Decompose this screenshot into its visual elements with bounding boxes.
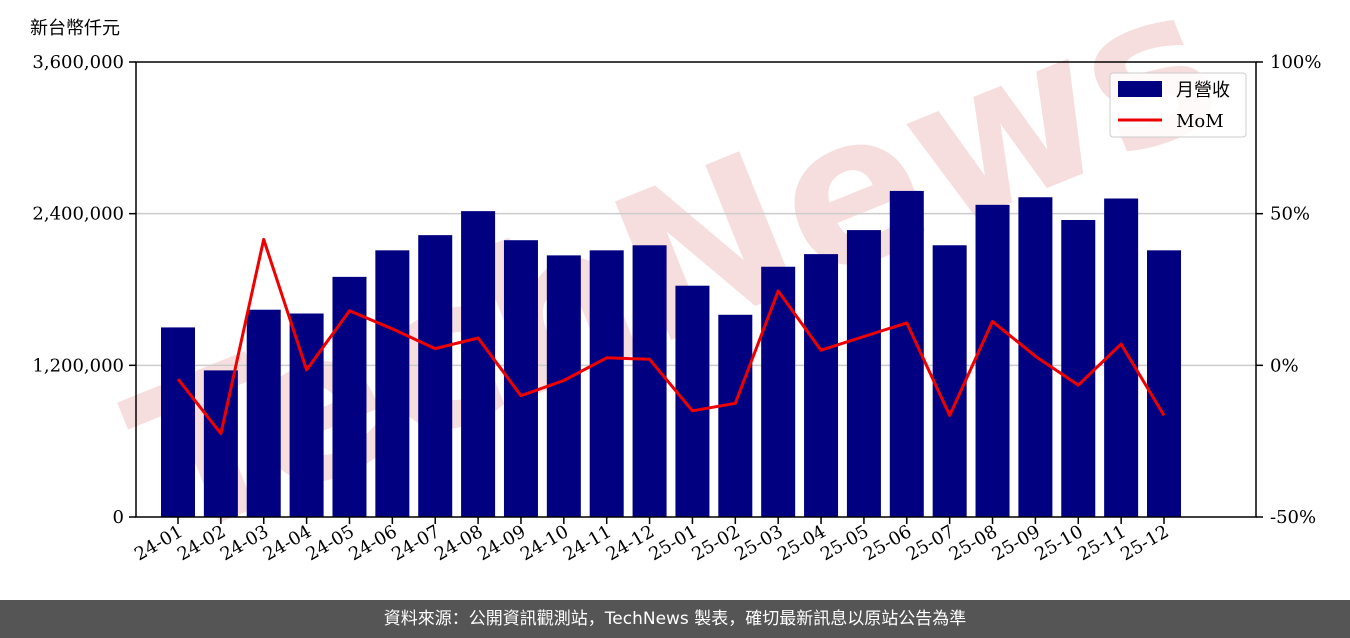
right-tick-label: 100% [1270, 52, 1321, 73]
bar-24-12 [632, 245, 667, 517]
bar-25-12 [1147, 250, 1182, 517]
bar-25-11 [1104, 198, 1139, 517]
bar-24-02 [203, 370, 238, 517]
bar-25-05 [846, 230, 881, 517]
left-tick-label: 2,400,000 [32, 204, 124, 225]
bar-25-02 [718, 314, 753, 517]
bar-24-08 [461, 211, 496, 517]
bar-24-01 [161, 327, 195, 517]
bar-25-03 [761, 266, 796, 517]
x-tick-label: 24-12 [603, 521, 658, 565]
right-tick-label: 0% [1270, 355, 1299, 376]
right-tick-label: 50% [1270, 204, 1310, 225]
bar-25-01 [675, 285, 710, 517]
x-tick-label: 25-06 [860, 521, 915, 565]
x-tick-label: 25-10 [1031, 521, 1086, 565]
legend-label-revenue: 月營收 [1176, 80, 1230, 101]
bar-24-07 [418, 235, 453, 517]
unit-label: 新台幣仟元 [30, 18, 120, 39]
legend-label-mom: MoM [1176, 111, 1224, 132]
x-tick-label: 25-01 [646, 521, 701, 565]
bar-25-10 [1061, 219, 1096, 517]
bar-25-07 [932, 245, 967, 517]
bar-25-08 [975, 204, 1010, 517]
bar-24-04 [289, 313, 324, 517]
right-tick-label: -50% [1270, 507, 1316, 528]
bar-24-11 [589, 250, 624, 517]
left-tick-label: 1,200,000 [32, 355, 124, 376]
bar-25-04 [804, 254, 839, 517]
x-tick-label: 25-07 [903, 521, 958, 565]
bar-24-10 [546, 255, 581, 517]
x-tick-label: 25-04 [774, 521, 829, 565]
x-tick-label: 24-06 [345, 521, 400, 565]
x-tick-label: 24-09 [474, 521, 529, 565]
x-tick-label: 24-07 [388, 521, 443, 565]
legend: 月營收 MoM [1109, 72, 1247, 138]
x-tick-label: 24-08 [431, 521, 486, 565]
source-footer: 資料來源：公開資訊觀測站，TechNews 製表，確切最新訊息以原站公告為準 [0, 600, 1350, 638]
revenue-chart: TechNews 01,200,0002,400,0003,600,000-50… [32, 0, 1321, 587]
bar-25-06 [889, 190, 924, 517]
x-tick-label: 25-12 [1117, 521, 1172, 565]
plot-frame [135, 61, 1257, 518]
x-tick-label: 24-11 [560, 521, 615, 565]
x-tick-label: 25-03 [731, 521, 786, 565]
mom-line-series [176, 237, 1166, 436]
left-tick-label: 0 [113, 507, 124, 528]
x-tick-label: 24-10 [517, 521, 572, 565]
left-tick-label: 3,600,000 [32, 52, 124, 73]
bar-24-06 [375, 250, 410, 517]
bar-24-03 [246, 309, 281, 517]
x-tick-label: 25-11 [1074, 521, 1129, 565]
legend-swatch-bar [1118, 81, 1162, 97]
x-tick-label: 25-02 [688, 521, 743, 565]
bar-series [161, 190, 1182, 518]
x-tick-label: 25-09 [988, 521, 1043, 565]
x-tick-label: 25-05 [817, 521, 872, 565]
mom-line [176, 237, 1166, 436]
x-tick-label: 25-08 [946, 521, 1001, 565]
